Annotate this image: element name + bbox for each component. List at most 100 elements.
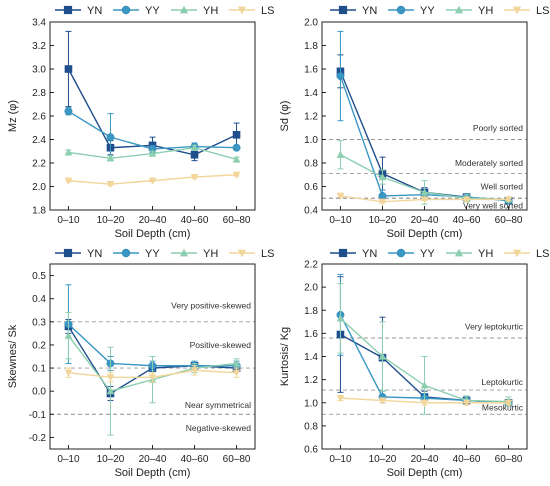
legend-label-YN: YN: [362, 248, 377, 260]
data-point-LS: [336, 395, 345, 403]
data-point-LS: [420, 196, 429, 204]
legend-label-YH: YH: [478, 5, 493, 17]
series-LS: [336, 395, 513, 407]
y-tick-label: 1.0: [304, 135, 318, 146]
reference-label: Positive-skewed: [190, 340, 252, 350]
reference-label: Mesokurtic: [482, 402, 524, 412]
legend-marker-YY: [121, 5, 131, 15]
x-axis-label: Soil Depth (cm): [115, 228, 191, 240]
y-tick-label: 1.4: [304, 88, 318, 99]
data-point-LS: [190, 367, 199, 375]
reference-label: Well sorted: [481, 182, 524, 192]
y-tick-label: -0.1: [29, 410, 47, 421]
legend-marker-LS: [512, 249, 522, 258]
y-tick-label: 2.8: [32, 88, 46, 99]
series-YH: [336, 140, 513, 205]
x-tick-label: 20–40: [139, 215, 167, 226]
data-point-LS: [190, 174, 199, 182]
data-point-LS: [462, 399, 471, 407]
panel-2: YN YY YH LS Poorly sorted Moderately sorted We…: [279, 5, 549, 240]
x-tick-label: 0–10: [57, 454, 80, 465]
reference-label: Moderately sorted: [455, 158, 523, 168]
series-YH: [64, 143, 241, 163]
data-point-LS: [232, 369, 241, 377]
legend-marker-YN: [338, 248, 348, 258]
legend-marker-LS: [512, 6, 522, 15]
legend-marker-YN: [63, 5, 73, 15]
x-axis-label: Soil Depth (cm): [387, 228, 463, 240]
y-tick-label: 0.8: [304, 421, 318, 432]
legend-label-LS: LS: [261, 248, 274, 260]
y-axis-label: Mz (φ): [7, 100, 19, 132]
y-tick-label: 1.6: [304, 329, 318, 340]
data-point-LS: [64, 369, 73, 377]
x-tick-label: 10–20: [97, 215, 125, 226]
data-point-LS: [420, 399, 429, 407]
data-point-LS: [336, 192, 345, 200]
reference-label: Near symmetrical: [185, 400, 251, 410]
x-tick-label: 0–10: [329, 215, 352, 226]
y-tick-label: 0.4: [32, 294, 46, 305]
x-tick-label: 40–60: [181, 454, 209, 465]
x-tick-label: 40–60: [181, 215, 209, 226]
series-LS: [64, 171, 241, 189]
y-tick-label: 2.6: [32, 112, 46, 123]
legend: YN YY YH LS: [330, 5, 549, 17]
x-tick-label: 40–60: [453, 215, 481, 226]
legend-label-YY: YY: [145, 248, 160, 260]
y-axis-label: Kurtosis/ Kg: [279, 327, 291, 386]
y-tick-label: 1.2: [304, 375, 318, 386]
series-YH: [336, 283, 513, 415]
data-point-YH: [420, 381, 429, 389]
legend-marker-YY: [121, 248, 131, 258]
x-tick-label: 40–60: [453, 454, 481, 465]
data-point-LS: [64, 177, 73, 185]
data-point-YH: [64, 331, 73, 339]
series-LS: [336, 192, 513, 206]
y-tick-label: 1.0: [304, 398, 318, 409]
y-tick-label: -0.2: [29, 433, 47, 444]
reference-label: Leptokurtic: [481, 377, 523, 387]
y-tick-label: 1.8: [304, 306, 318, 317]
legend-marker-YN: [63, 248, 73, 258]
reference-label: Very well sorted: [463, 200, 523, 210]
x-tick-label: 10–20: [97, 454, 125, 465]
data-point-LS: [378, 397, 387, 405]
x-tick-label: 60–80: [223, 215, 251, 226]
y-tick-label: 1.2: [304, 112, 318, 123]
y-tick-label: 2.0: [32, 182, 46, 193]
series-LS: [64, 365, 241, 383]
y-axis-label: Skewnes/ Sk: [7, 324, 19, 388]
legend-label-YH: YH: [203, 248, 218, 260]
y-tick-label: 0.3: [32, 317, 46, 328]
x-tick-label: 60–80: [495, 215, 523, 226]
x-tick-label: 60–80: [223, 454, 251, 465]
x-tick-label: 20–40: [411, 215, 439, 226]
legend-label-LS: LS: [536, 248, 549, 260]
legend-label-YY: YY: [420, 248, 435, 260]
legend-label-YY: YY: [420, 5, 435, 17]
y-tick-label: 0.6: [304, 445, 318, 456]
data-point-YN: [64, 65, 73, 73]
legend-marker-YH: [179, 248, 189, 257]
legend: YN YY YH LS: [330, 248, 549, 260]
series-YN: [64, 30, 241, 162]
y-tick-label: 3.4: [32, 18, 46, 29]
y-tick-label: 0.4: [304, 206, 318, 217]
data-point-LS: [504, 196, 513, 204]
data-point-YY: [232, 143, 241, 152]
y-axis-label: Sd (φ): [279, 101, 291, 132]
data-point-YY: [64, 107, 73, 116]
y-tick-label: 2.0: [304, 18, 318, 29]
x-tick-label: 20–40: [411, 454, 439, 465]
y-tick-label: 0.5: [32, 271, 46, 282]
legend-marker-YY: [396, 5, 406, 15]
legend-marker-YH: [454, 248, 464, 257]
data-point-LS: [378, 198, 387, 206]
legend-label-YN: YN: [87, 5, 102, 17]
x-tick-label: 10–20: [369, 454, 397, 465]
reference-label: Very positive-skewed: [171, 301, 251, 311]
x-tick-label: 0–10: [57, 215, 80, 226]
y-tick-label: 1.4: [304, 352, 318, 363]
y-tick-label: 1.6: [304, 65, 318, 76]
